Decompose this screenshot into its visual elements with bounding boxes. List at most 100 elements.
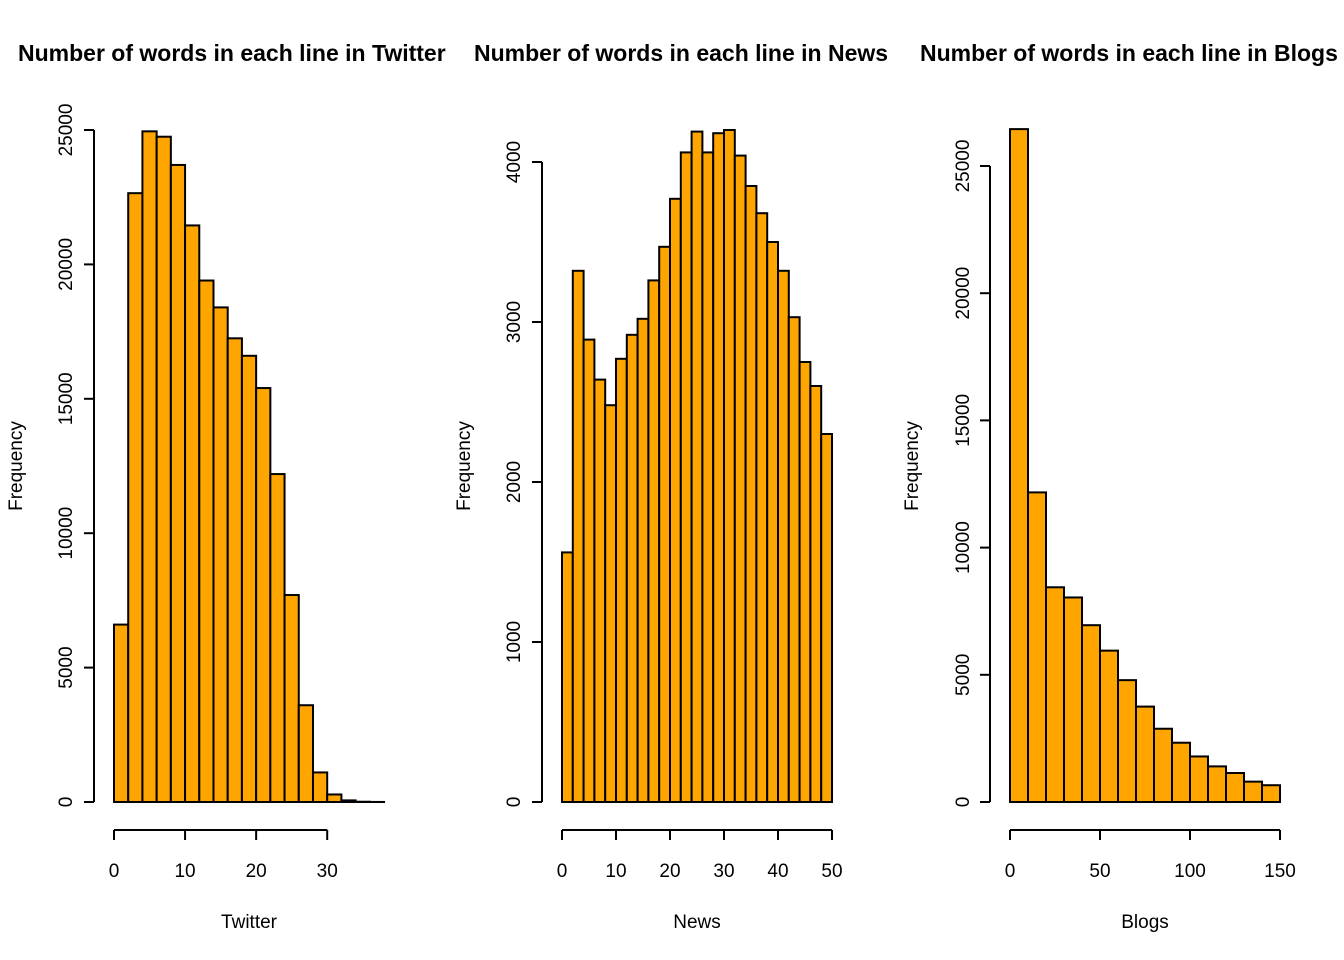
y-axis-label: Frequency (902, 421, 923, 511)
histogram-bar (1009, 128, 1029, 803)
x-tick-label: 0 (1005, 861, 1016, 882)
y-tick-label: 20000 (56, 238, 77, 291)
histogram-bar (636, 317, 650, 803)
histogram-bar (326, 793, 343, 803)
histogram-bar (787, 316, 801, 803)
y-tick-label: 0 (56, 797, 77, 808)
histogram-bar (127, 192, 144, 803)
x-tick-label: 40 (767, 861, 788, 882)
histogram-bar (723, 129, 736, 803)
histogram-bar (169, 163, 187, 804)
x-axis-label: Blogs (1121, 912, 1169, 933)
histogram-bar (1189, 755, 1209, 804)
histogram-bar (297, 704, 314, 803)
histogram-bar (669, 197, 682, 804)
histogram-bar (571, 269, 585, 803)
chart-title: Number of words in each line in Blogs (920, 40, 1338, 66)
y-tick-label: 15000 (953, 394, 974, 447)
x-tick-label: 50 (1089, 861, 1110, 882)
histogram-panel: Number of words in each line in Blogs 0 50… (902, 40, 1338, 933)
histogram-bar (340, 799, 357, 804)
x-tick-label: 20 (246, 861, 267, 882)
histogram-bar (744, 185, 758, 803)
chart-title: Number of words in each line in News (474, 40, 888, 66)
histogram-bar (1225, 771, 1245, 804)
y-tick-label: 10000 (953, 521, 974, 574)
histogram-bar (625, 333, 639, 803)
histogram-bar (809, 385, 823, 803)
y-tick-label: 1000 (504, 621, 525, 663)
x-tick-label: 30 (317, 861, 338, 882)
histogram-bar (604, 404, 618, 803)
histogram-bar (212, 306, 229, 803)
histogram-bar (226, 337, 243, 803)
histogram-bar (658, 245, 672, 804)
histogram-bar (615, 357, 628, 803)
histogram-bar (712, 132, 726, 803)
histogram-panel: Number of words in each line in News 0 10 2… (454, 40, 888, 933)
histogram-bar (1117, 679, 1137, 803)
histogram-bar (647, 279, 661, 803)
histogram-bar (755, 212, 769, 803)
histogram-bar (1099, 649, 1119, 804)
y-axis-label: Frequency (6, 421, 27, 511)
histogram-bar (198, 279, 215, 803)
histogram-bar (1153, 727, 1173, 803)
histogram-bar (1171, 741, 1191, 803)
histogram-bar (1063, 596, 1083, 803)
y-tick-label: 4000 (504, 141, 525, 183)
histogram-bar (733, 154, 747, 804)
histogram-bar (255, 387, 272, 803)
x-tick-label: 150 (1264, 861, 1296, 882)
chart-title: Number of words in each line in Twitter (18, 40, 446, 66)
histogram-bar (311, 771, 329, 804)
histogram-panel: Number of words in each line in Twitter 0… (6, 40, 446, 933)
y-tick-label: 15000 (56, 372, 77, 425)
histogram-bar (269, 473, 286, 803)
y-tick-label: 0 (504, 797, 525, 808)
x-tick-label: 10 (174, 861, 195, 882)
y-axis-label: Frequency (454, 421, 475, 511)
x-tick-label: 10 (605, 861, 626, 882)
x-axis-label: Twitter (221, 912, 278, 933)
histogram-bar (141, 130, 158, 803)
histogram-bar (593, 378, 607, 803)
y-tick-label: 25000 (953, 140, 974, 193)
histogram-bar (240, 354, 258, 803)
histogram-bar (820, 433, 834, 803)
x-tick-label: 50 (821, 861, 842, 882)
y-tick-label: 2000 (504, 461, 525, 503)
y-tick-label: 3000 (504, 301, 525, 343)
histogram-bar (1045, 586, 1065, 803)
y-tick-label: 0 (953, 797, 974, 808)
x-tick-label: 0 (557, 861, 568, 882)
x-tick-label: 20 (659, 861, 680, 882)
histogram-bar (561, 551, 574, 804)
histogram-bar (1243, 780, 1263, 804)
x-tick-label: 0 (109, 861, 120, 882)
x-tick-label: 100 (1174, 861, 1206, 882)
histogram-bar (766, 241, 780, 803)
histogram-bar (1135, 705, 1155, 803)
histogram-bar (283, 594, 300, 803)
histogram-bar (1207, 765, 1227, 803)
histogram-bar (1261, 784, 1281, 803)
y-tick-label: 10000 (56, 507, 77, 560)
histogram-bar (777, 269, 790, 803)
histogram-bar (582, 338, 596, 803)
histogram-bar (1081, 624, 1101, 804)
histogram-bar (798, 361, 812, 803)
x-axis-label: News (673, 912, 721, 933)
y-tick-label: 25000 (56, 104, 77, 157)
histogram-bar (155, 135, 172, 804)
histogram-bar (113, 623, 130, 803)
histogram-bar (679, 151, 693, 803)
y-tick-label: 5000 (56, 646, 77, 688)
y-tick-label: 20000 (953, 267, 974, 320)
y-tick-label: 5000 (953, 654, 974, 696)
histogram-bar (184, 224, 201, 803)
x-tick-label: 30 (713, 861, 734, 882)
histogram-bar (701, 151, 715, 803)
histogram-bar (690, 130, 704, 804)
